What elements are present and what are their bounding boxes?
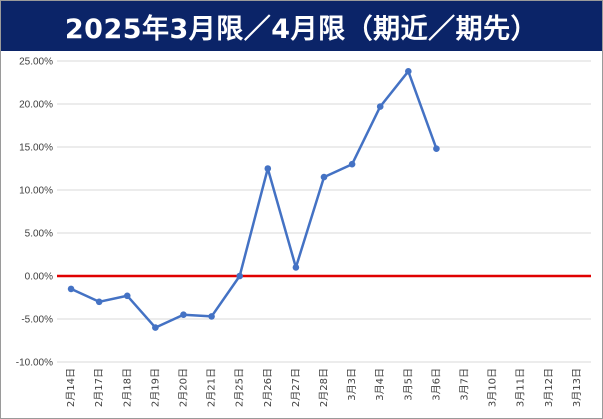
series-line [70, 70, 438, 329]
x-tick-label: 2月25日 [234, 368, 246, 407]
x-tick-label: 3月11日 [515, 368, 527, 407]
y-tick-label: -10.00% [16, 358, 53, 369]
y-tick-label: 0.00% [25, 272, 53, 283]
x-tick-label: 2月19日 [149, 368, 161, 407]
y-tick-label: 15.00% [19, 143, 53, 154]
x-tick-label: 3月10日 [487, 368, 499, 407]
data-point [180, 311, 187, 319]
y-tick-label: 25.00% [19, 57, 53, 68]
data-point [208, 313, 215, 320]
chart-title: 2025年3月限／4月限（期近／期先） [64, 13, 539, 45]
data-point [152, 324, 159, 331]
x-tick-label: 2月14日 [65, 368, 77, 407]
x-tick-label: 2月27日 [290, 368, 302, 407]
data-point [236, 272, 243, 280]
data-point [123, 292, 131, 300]
data-point [433, 145, 440, 153]
y-tick-label: 10.00% [19, 186, 53, 197]
y-tick-label: 20.00% [19, 100, 53, 111]
data-point [348, 160, 356, 168]
x-tick-label: 3月7日 [459, 368, 471, 401]
y-tick-label: 5.00% [25, 229, 53, 240]
x-tick-label: 3月6日 [430, 368, 442, 401]
y-tick-label: -5.00% [21, 315, 53, 326]
x-tick-label: 2月21日 [206, 368, 218, 407]
x-tick-label: 2月17日 [93, 368, 105, 407]
data-point [405, 68, 412, 75]
x-tick-label: 2月18日 [121, 368, 133, 407]
x-tick-label: 2月20日 [177, 368, 189, 407]
data-point [376, 103, 384, 110]
x-tick-label: 2月26日 [262, 368, 274, 407]
data-point [292, 264, 300, 271]
data-point [95, 298, 103, 306]
x-tick-label: 3月3日 [346, 368, 358, 401]
x-tick-label: 3月4日 [374, 368, 386, 401]
title-bar: 2025年3月限／4月限（期近／期先） [1, 1, 602, 51]
data-point [264, 165, 272, 172]
x-tick-label: 3月12日 [543, 368, 555, 407]
x-tick-label: 3月5日 [402, 368, 414, 401]
x-tick-label: 2月28日 [318, 368, 330, 407]
x-tick-label: 3月13日 [571, 368, 583, 407]
data-point [320, 173, 328, 181]
data-point [67, 285, 75, 293]
